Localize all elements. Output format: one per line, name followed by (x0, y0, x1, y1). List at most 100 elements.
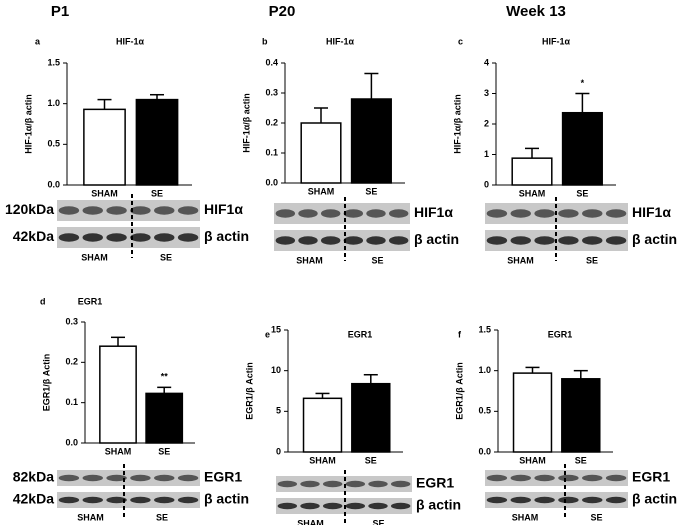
y-axis-label: HIF-1α/β actin (241, 93, 251, 153)
y-tick-label: 0.3 (65, 316, 78, 326)
blot-strip (485, 470, 628, 486)
blot-group-label: SHAM (297, 518, 324, 525)
blot-size-label: 42kDa (13, 491, 54, 507)
y-tick-label: 0 (276, 446, 281, 456)
panel-letter: e (265, 329, 270, 339)
blot-band (345, 480, 366, 488)
blot-band (558, 236, 579, 245)
blot-band (510, 496, 531, 504)
blot-band (177, 206, 199, 215)
blot-protein-label: β actin (632, 231, 677, 247)
y-tick-label: 1.5 (47, 57, 60, 67)
blot-protein-label: EGR1 (416, 475, 454, 491)
panel-letter: a (35, 36, 41, 46)
y-tick-label: 0.0 (65, 437, 78, 447)
blot-band (605, 209, 627, 218)
blot-strip (57, 200, 200, 221)
panel-letter: d (40, 296, 46, 306)
y-tick-label: 0.0 (265, 177, 278, 187)
blot-band (368, 480, 388, 488)
significance: ** (161, 372, 169, 382)
x-tick-label: SE (365, 455, 377, 465)
y-tick-label: 5 (276, 406, 281, 416)
blot-band (486, 236, 508, 245)
blot-band (154, 496, 175, 504)
chart-title: HIF-1α (542, 36, 571, 46)
panel-letter: c (458, 36, 463, 46)
blot-strip (274, 203, 410, 224)
bar (511, 157, 553, 186)
blot-strip (57, 227, 200, 248)
blot-band (558, 496, 579, 504)
blot-strip (274, 230, 410, 251)
blot-band (322, 502, 343, 510)
blot-band (605, 496, 627, 504)
blot-band (300, 502, 320, 510)
bar (300, 122, 342, 184)
x-tick-label: SHAM (91, 188, 118, 198)
blot-band (582, 209, 603, 218)
blot-strip (57, 492, 200, 508)
bar (99, 345, 137, 444)
y-tick-label: 0.5 (478, 406, 491, 416)
blot-band (343, 209, 364, 218)
blot-band (534, 474, 555, 482)
blot-band (177, 474, 199, 482)
blot-band (130, 206, 151, 215)
blot-band (388, 236, 409, 245)
blot-band (82, 233, 103, 242)
blot-band (275, 209, 296, 218)
blot-band (582, 474, 603, 482)
y-tick-label: 0 (484, 179, 489, 189)
y-tick-label: 1.5 (478, 324, 491, 334)
x-tick-label: SHAM (309, 455, 336, 465)
y-axis-label: EGR1/β Actin (454, 362, 464, 420)
column-header: P20 (269, 3, 296, 20)
blot-band (534, 209, 555, 218)
x-tick-label: SE (575, 455, 587, 465)
blot-protein-label: HIF1α (414, 204, 453, 220)
blot-band (58, 206, 80, 215)
blot-size-label: 42kDa (13, 228, 54, 244)
blot-band (322, 480, 343, 488)
blot-band (58, 474, 80, 482)
blot-protein-label: β actin (204, 228, 249, 244)
blot-size-label: 120kDa (5, 201, 54, 217)
blot-group-label: SHAM (77, 512, 104, 522)
bar (302, 397, 343, 453)
y-tick-label: 4 (484, 57, 489, 67)
blot-band (58, 496, 80, 504)
blot-band (558, 209, 579, 218)
x-tick-label: SHAM (105, 446, 132, 456)
blot-band (300, 480, 320, 488)
blot-strip (485, 492, 628, 508)
blot-group-label: SHAM (507, 255, 534, 265)
blot-band (177, 496, 199, 504)
blot-band (582, 496, 603, 504)
column-header: P1 (51, 3, 69, 20)
blot-band (343, 236, 364, 245)
x-tick-label: SHAM (519, 188, 546, 198)
chart-title: HIF-1α (116, 36, 145, 46)
y-tick-label: 0.0 (478, 446, 491, 456)
blot-band (58, 233, 80, 242)
blot-group-label: SE (160, 252, 172, 262)
chart-title: EGR1 (548, 329, 573, 339)
blot-band (154, 474, 175, 482)
x-tick-label: SE (576, 188, 588, 198)
blot-band (510, 209, 531, 218)
blot-band (177, 233, 199, 242)
x-tick-label: SE (365, 186, 377, 196)
bar (351, 382, 391, 453)
y-tick-label: 15 (271, 324, 281, 334)
blot-band (106, 474, 127, 482)
blot-band (486, 209, 508, 218)
blot-band (298, 236, 318, 245)
y-axis-label: EGR1/β Actin (41, 354, 51, 412)
blot-protein-label: EGR1 (632, 469, 670, 485)
column-header: Week 13 (506, 3, 566, 20)
blot-band (106, 206, 127, 215)
blot-group-label: SE (371, 255, 383, 265)
bar (145, 392, 184, 444)
